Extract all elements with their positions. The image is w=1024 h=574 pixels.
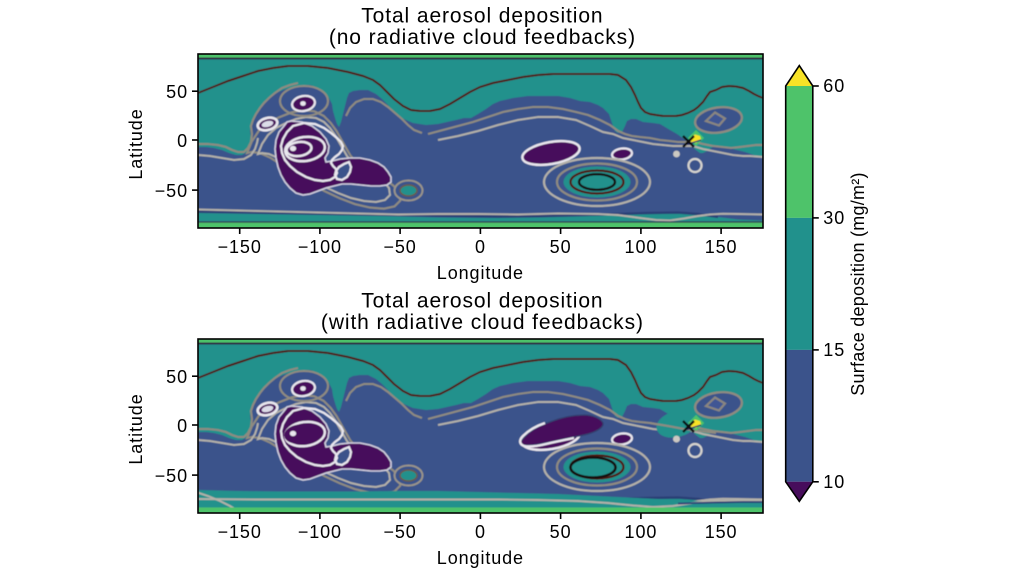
svg-text:−50: −50 [155,466,188,486]
svg-text:50: 50 [166,367,188,387]
svg-text:30: 30 [823,208,845,228]
svg-text:Total aerosol deposition: Total aerosol deposition [361,290,603,313]
svg-text:Latitude: Latitude [126,108,146,179]
svg-text:−150: −150 [218,237,262,257]
svg-text:−150: −150 [218,522,262,542]
svg-text:(no radiative cloud feedbacks): (no radiative cloud feedbacks) [329,26,636,49]
svg-text:0: 0 [177,131,188,151]
svg-text:100: 100 [625,237,658,257]
svg-text:Longitude: Longitude [437,263,524,283]
svg-text:60: 60 [823,76,845,96]
svg-text:Total aerosol deposition: Total aerosol deposition [361,5,603,28]
svg-text:Longitude: Longitude [437,548,524,568]
svg-text:−50: −50 [155,181,188,201]
svg-text:−100: −100 [298,237,342,257]
svg-text:10: 10 [823,472,845,492]
svg-text:150: 150 [705,522,738,542]
svg-text:0: 0 [475,237,486,257]
svg-text:−50: −50 [383,522,416,542]
svg-text:Latitude: Latitude [126,393,146,464]
svg-text:(with radiative cloud feedback: (with radiative cloud feedbacks) [321,311,644,334]
svg-text:0: 0 [475,522,486,542]
svg-text:50: 50 [550,522,572,542]
svg-text:−50: −50 [383,237,416,257]
svg-text:150: 150 [705,237,738,257]
svg-text:−100: −100 [298,522,342,542]
svg-text:0: 0 [177,416,188,436]
svg-text:Surface deposition (mg/m²): Surface deposition (mg/m²) [848,172,868,396]
svg-text:50: 50 [166,82,188,102]
svg-text:100: 100 [625,522,658,542]
svg-text:50: 50 [550,237,572,257]
svg-text:15: 15 [823,340,845,360]
